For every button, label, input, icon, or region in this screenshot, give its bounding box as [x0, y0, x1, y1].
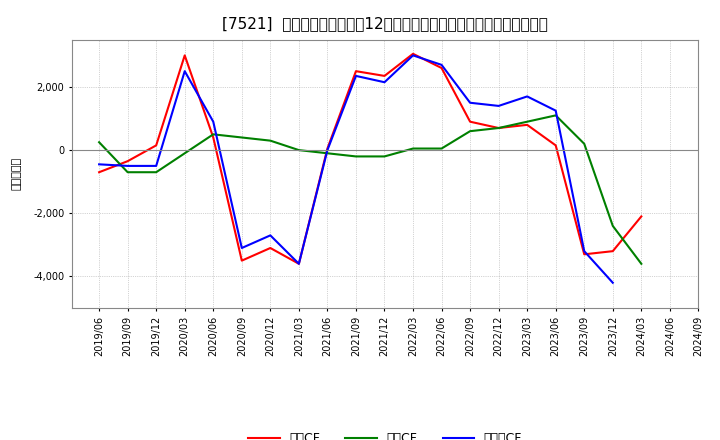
投資CF — [123, 169, 132, 175]
フリーCF — [523, 94, 531, 99]
投資CF — [266, 138, 274, 143]
投資CF — [294, 147, 303, 153]
営業CF — [523, 122, 531, 128]
フリーCF — [123, 163, 132, 169]
営業CF — [495, 125, 503, 131]
営業CF — [608, 249, 617, 254]
投資CF — [323, 150, 332, 156]
フリーCF — [380, 80, 389, 85]
フリーCF — [466, 100, 474, 106]
投資CF — [495, 125, 503, 131]
投資CF — [523, 119, 531, 125]
フリーCF — [580, 249, 588, 254]
フリーCF — [552, 108, 560, 113]
フリーCF — [409, 53, 418, 58]
フリーCF — [209, 119, 217, 125]
Title: [7521]  キャッシュフローの12か月移動合計の対前年同期増減額の推移: [7521] キャッシュフローの12か月移動合計の対前年同期増減額の推移 — [222, 16, 548, 32]
投資CF — [209, 132, 217, 137]
投資CF — [351, 154, 360, 159]
営業CF — [323, 146, 332, 151]
営業CF — [266, 246, 274, 251]
投資CF — [181, 150, 189, 156]
フリーCF — [95, 161, 104, 167]
営業CF — [466, 119, 474, 125]
投資CF — [380, 154, 389, 159]
フリーCF — [495, 103, 503, 109]
営業CF — [380, 73, 389, 79]
フリーCF — [608, 280, 617, 286]
投資CF — [466, 128, 474, 134]
投資CF — [608, 223, 617, 228]
投資CF — [409, 146, 418, 151]
営業CF — [181, 53, 189, 58]
営業CF — [209, 135, 217, 140]
営業CF — [238, 258, 246, 263]
投資CF — [95, 139, 104, 145]
Line: フリーCF: フリーCF — [99, 55, 613, 283]
Y-axis label: （百万円）: （百万円） — [12, 157, 22, 191]
Line: 営業CF: 営業CF — [99, 54, 642, 264]
フリーCF — [437, 62, 446, 67]
フリーCF — [323, 147, 332, 153]
フリーCF — [152, 163, 161, 169]
投資CF — [437, 146, 446, 151]
Line: 投資CF: 投資CF — [99, 115, 642, 264]
投資CF — [152, 169, 161, 175]
フリーCF — [266, 233, 274, 238]
投資CF — [637, 261, 646, 267]
営業CF — [409, 51, 418, 56]
投資CF — [238, 135, 246, 140]
営業CF — [351, 69, 360, 74]
営業CF — [580, 252, 588, 257]
フリーCF — [181, 69, 189, 74]
営業CF — [637, 214, 646, 219]
営業CF — [437, 66, 446, 71]
投資CF — [580, 141, 588, 147]
営業CF — [552, 143, 560, 148]
投資CF — [552, 113, 560, 118]
Legend: 営業CF, 投資CF, フリーCF: 営業CF, 投資CF, フリーCF — [243, 427, 527, 440]
フリーCF — [294, 261, 303, 267]
営業CF — [123, 158, 132, 164]
フリーCF — [351, 73, 360, 79]
フリーCF — [238, 246, 246, 251]
営業CF — [294, 261, 303, 267]
営業CF — [95, 169, 104, 175]
営業CF — [152, 143, 161, 148]
